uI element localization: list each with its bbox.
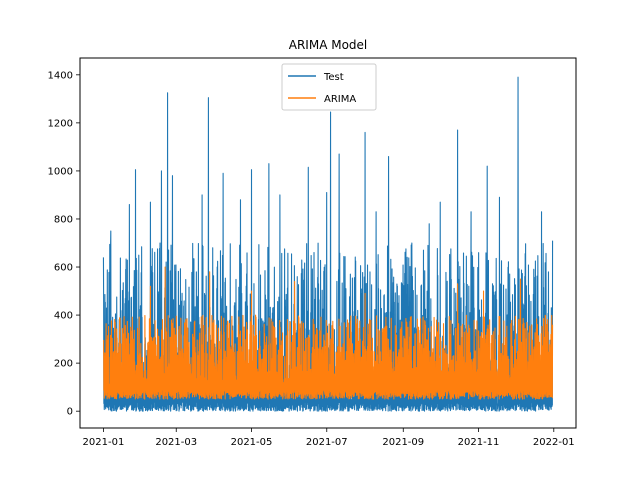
- y-tick-label: 0: [67, 407, 73, 418]
- y-tick-label: 1200: [48, 118, 73, 129]
- legend: Test ARIMA: [281, 63, 377, 111]
- x-tick-label: 2021-07: [306, 437, 348, 448]
- series-layer: [102, 76, 554, 412]
- x-tick-label: 2021-09: [382, 437, 424, 448]
- y-axis: 0 200 400 600 800 1000 1200 1400: [48, 70, 80, 418]
- x-tick-label: 2021-03: [155, 437, 197, 448]
- legend-label-test: Test: [323, 72, 344, 83]
- x-tick-label: 2021-11: [458, 437, 500, 448]
- y-tick-label: 600: [54, 263, 73, 274]
- y-tick-label: 1400: [48, 70, 73, 81]
- y-tick-label: 400: [54, 311, 73, 322]
- x-tick-label: 2021-05: [231, 437, 273, 448]
- x-tick-label: 2022-01: [533, 437, 575, 448]
- chart-title: ARIMA Model: [289, 38, 368, 52]
- x-axis: 2021-01 2021-03 2021-05 2021-07 2021-09 2021-…: [83, 428, 575, 448]
- series-line-arima: [102, 266, 554, 400]
- x-tick-label: 2021-01: [83, 437, 125, 448]
- y-tick-label: 200: [54, 359, 73, 370]
- y-tick-label: 1000: [48, 166, 73, 177]
- legend-label-arima: ARIMA: [324, 94, 356, 105]
- plot-frame: [79, 57, 577, 429]
- y-tick-label: 800: [54, 214, 73, 225]
